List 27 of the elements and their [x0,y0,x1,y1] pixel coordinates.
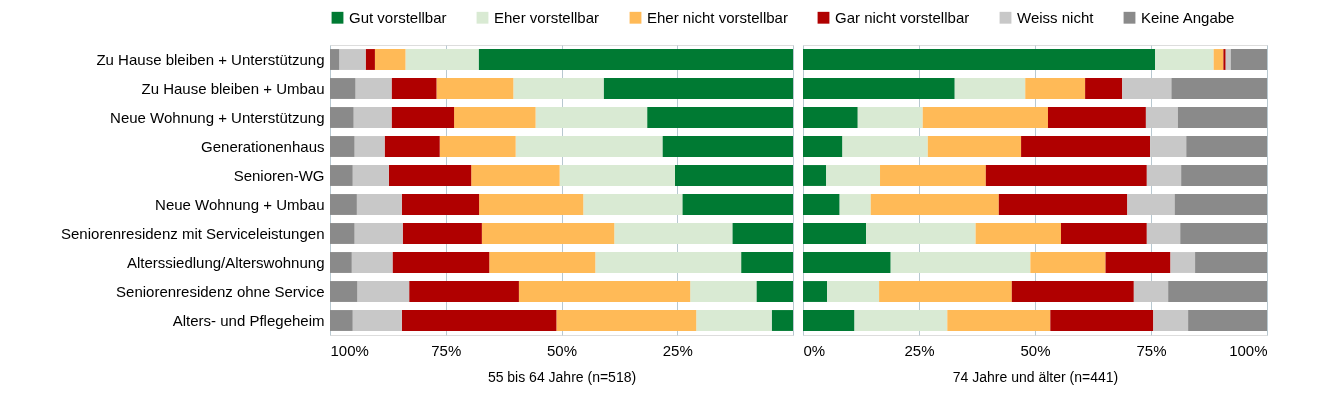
legend-label: Weiss nicht [1017,8,1095,26]
y-tick-label: Zu Hause bleiben + Umbau [141,79,325,97]
x-tick-label: 50% [546,341,578,359]
x-tick-label: 0% [803,341,826,359]
y-tick-label: Alterssiedlung/Alterswohnung [126,253,325,271]
x-tick-label: 50% [1020,341,1051,359]
x-tick-label: 75% [431,341,462,359]
y-tick-label: Alters- und Pflegeheim [172,311,325,329]
x-tick-label: 100% [330,341,369,359]
y-tick-label: Neue Wohnung + Unterstützung [110,108,325,126]
x-axis-title: 55 bis 64 Jahre (n=518) [487,368,637,385]
y-tick-label: Seniorenresidenz mit Serviceleistungen [61,224,325,242]
y-tick-label: Seniorenresidenz ohne Service [116,282,325,300]
x-axis-title: 74 Jahre und älter (n=441) [952,368,1119,385]
y-tick-label: Neue Wohnung + Umbau [155,195,325,213]
legend-label: Eher vorstellbar [494,8,600,26]
legend-label: Gut vorstellbar [349,8,447,26]
legend-label: Eher nicht vorstellbar [647,8,788,26]
y-tick-label: Senioren-WG [233,166,325,184]
legend-label: Gar nicht vorstellbar [835,8,970,26]
legend-label: Keine Angabe [1141,8,1235,26]
x-tick-label: 25% [662,341,693,359]
y-tick-label: Zu Hause bleiben + Unterstützung [96,50,325,68]
y-tick-label: Generationenhaus [201,137,325,155]
x-tick-label: 25% [904,341,935,359]
x-tick-label: 75% [1136,341,1167,359]
x-tick-label: 100% [1229,341,1268,359]
